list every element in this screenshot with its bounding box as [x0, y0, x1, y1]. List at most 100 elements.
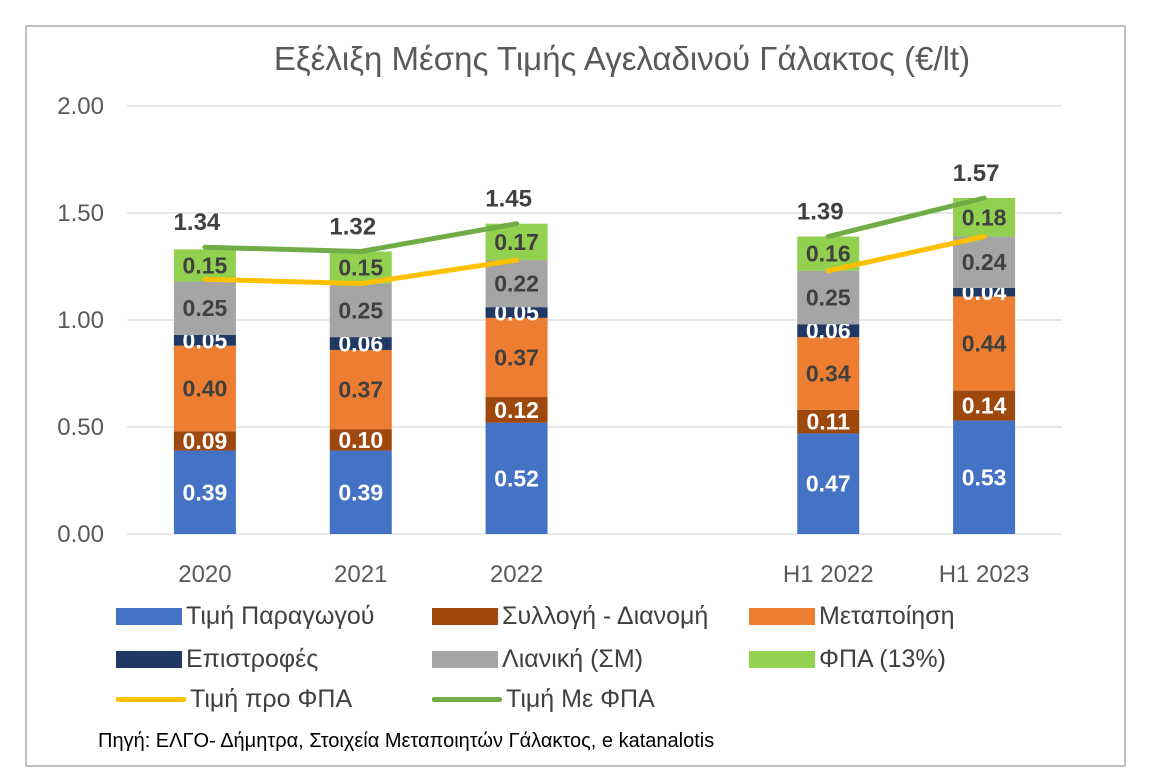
legend-item: Τιμή Με ΦΠΑ: [432, 682, 655, 716]
bar-segment: [797, 409, 860, 434]
x-tick-label: H1 2022: [783, 561, 874, 588]
bar-segment: [329, 283, 392, 338]
legend-swatch: [749, 650, 815, 668]
legend-swatch: [432, 607, 498, 625]
bar-segment: [173, 281, 236, 335]
bar-segment: [485, 317, 548, 398]
line-point-label: 1.57: [953, 160, 1000, 187]
bar-segment-label: 0.11: [807, 409, 851, 435]
bar-segment: [173, 431, 236, 451]
x-tick-label: 2022: [490, 561, 543, 588]
legend-item: Επιστροφές: [116, 642, 318, 676]
bar-segment: [797, 270, 860, 325]
series-line: [202, 221, 520, 254]
source-note: Πηγή: ΕΛΓΟ- Δήμητρα, Στοιχεία Μεταποιητώ…: [98, 730, 715, 752]
x-tick-label: 2021: [334, 561, 387, 588]
grid-lines: [127, 105, 1062, 535]
legend-item: ΦΠΑ (13%): [749, 642, 946, 676]
bar-segment-label: 0.52: [494, 465, 539, 491]
bar-segment-label: 0.22: [494, 271, 539, 297]
y-axis-ticks: 0.00 0.50 1.00 1.50 2.00: [57, 93, 104, 548]
bar-segment: [329, 337, 392, 350]
series-line: [202, 257, 520, 287]
bar-segment: [953, 287, 1016, 297]
y-tick-label: 1.50: [57, 200, 104, 227]
bar-segment: [953, 390, 1016, 421]
legend-label: Λιανική (ΣΜ): [502, 644, 644, 673]
legend-item: Συλλογή - Διανομή: [432, 599, 708, 633]
bar-segment: [953, 420, 1016, 534]
bar-segment-label: 0.17: [494, 229, 539, 255]
y-tick-label: 0.00: [57, 521, 104, 548]
bar-segment: [953, 296, 1016, 391]
legend-label: Τιμή προ ΦΠΑ: [190, 684, 353, 713]
legend-swatch: [432, 696, 502, 702]
legend-label: Μεταποίηση: [819, 601, 955, 630]
bar-segment-label: 0.37: [338, 377, 383, 403]
bar-segment: [485, 307, 548, 318]
x-tick-label: 2020: [178, 561, 231, 588]
bar-segment-label: 0.53: [962, 464, 1007, 490]
legend-label: Συλλογή - Διανομή: [502, 601, 709, 630]
series-line: [825, 195, 987, 239]
bar-segment-label: 0.09: [183, 428, 228, 454]
legend-label: Επιστροφές: [186, 644, 319, 673]
bar-segment: [485, 397, 548, 423]
bar-segment-label: 0.47: [806, 471, 851, 497]
legend-label: Τιμή Με ΦΠΑ: [506, 684, 655, 713]
legend-swatch: [116, 696, 186, 702]
line-point-label: 1.32: [329, 214, 376, 241]
legend-item: Μεταποίηση: [749, 599, 955, 633]
bar-segment: [329, 349, 392, 430]
legend-label: Τιμή Παραγωγού: [186, 601, 375, 630]
bar-segment: [173, 249, 236, 282]
series-line: [825, 234, 987, 274]
bar-segment: [329, 450, 392, 534]
bar-segment: [173, 345, 236, 432]
bar-segment-label: 0.25: [338, 297, 383, 323]
bar-segment: [797, 337, 860, 410]
legend-item: Τιμή προ ΦΠΑ: [116, 682, 352, 716]
y-tick-label: 2.00: [57, 93, 104, 120]
bar-segment: [173, 334, 236, 346]
legend-item: Τιμή Παραγωγού: [116, 599, 374, 633]
bar-segment-label: 0.15: [183, 252, 228, 278]
legend-swatch: [432, 650, 498, 668]
bar-segment-label: 0.16: [806, 241, 851, 267]
bar-segment-label: 0.40: [183, 375, 228, 401]
bar-segment-label: 0.39: [338, 479, 383, 505]
bar-segment-label: 0.15: [338, 255, 383, 281]
y-tick-label: 0.50: [57, 414, 104, 441]
bar-segment-label: 0.10: [338, 427, 383, 453]
line-point-label: 1.45: [485, 186, 532, 213]
bar-segment: [329, 429, 392, 451]
legend-swatch: [749, 607, 815, 625]
bar-segment: [173, 450, 236, 534]
bar-segment-label: 0.25: [183, 295, 228, 321]
price-lines: 1.34 1.32 1.45 1.39 1.57: [174, 160, 1000, 287]
legend-label: ΦΠΑ (13%): [819, 644, 946, 673]
bar-segment: [797, 433, 860, 534]
legend-swatch: [116, 607, 182, 625]
bar-segment-label: 0.37: [494, 344, 539, 370]
bar-segment-label: 0.44: [962, 331, 1007, 357]
bar-segment: [953, 236, 1016, 288]
line-point-label: 1.39: [797, 199, 844, 226]
bar-segment-label: 0.24: [962, 249, 1007, 275]
bar-segment-label: 0.18: [962, 204, 1007, 230]
stacked-bars: 0.39 0.39 0.52 0.47 0.53 0.09 0.10 0.12 0.11 0.14…: [173, 198, 1016, 534]
line-point-label: 1.34: [174, 209, 221, 236]
bar-segment-label: 0.12: [494, 397, 539, 423]
legend-swatch: [116, 650, 182, 668]
bar-segment-label: 0.39: [183, 479, 228, 505]
y-tick-label: 1.00: [57, 307, 104, 334]
bar-segment-label: 0.34: [806, 361, 851, 387]
chart-title: Εξέλιξη Μέσης Τιμής Αγελαδινού Γάλακτος …: [274, 40, 970, 77]
bar-segment: [485, 260, 548, 308]
bar-segment-label: 0.14: [962, 393, 1007, 419]
legend-item: Λιανική (ΣΜ): [432, 642, 643, 676]
bar-segment: [797, 324, 860, 338]
bar-segment-label: 0.25: [806, 285, 851, 311]
chart: Εξέλιξη Μέσης Τιμής Αγελαδινού Γάλακτος …: [57, 40, 1062, 588]
x-axis-ticks: 2020 2021 2022 H1 2022 H1 2023: [178, 561, 1029, 588]
